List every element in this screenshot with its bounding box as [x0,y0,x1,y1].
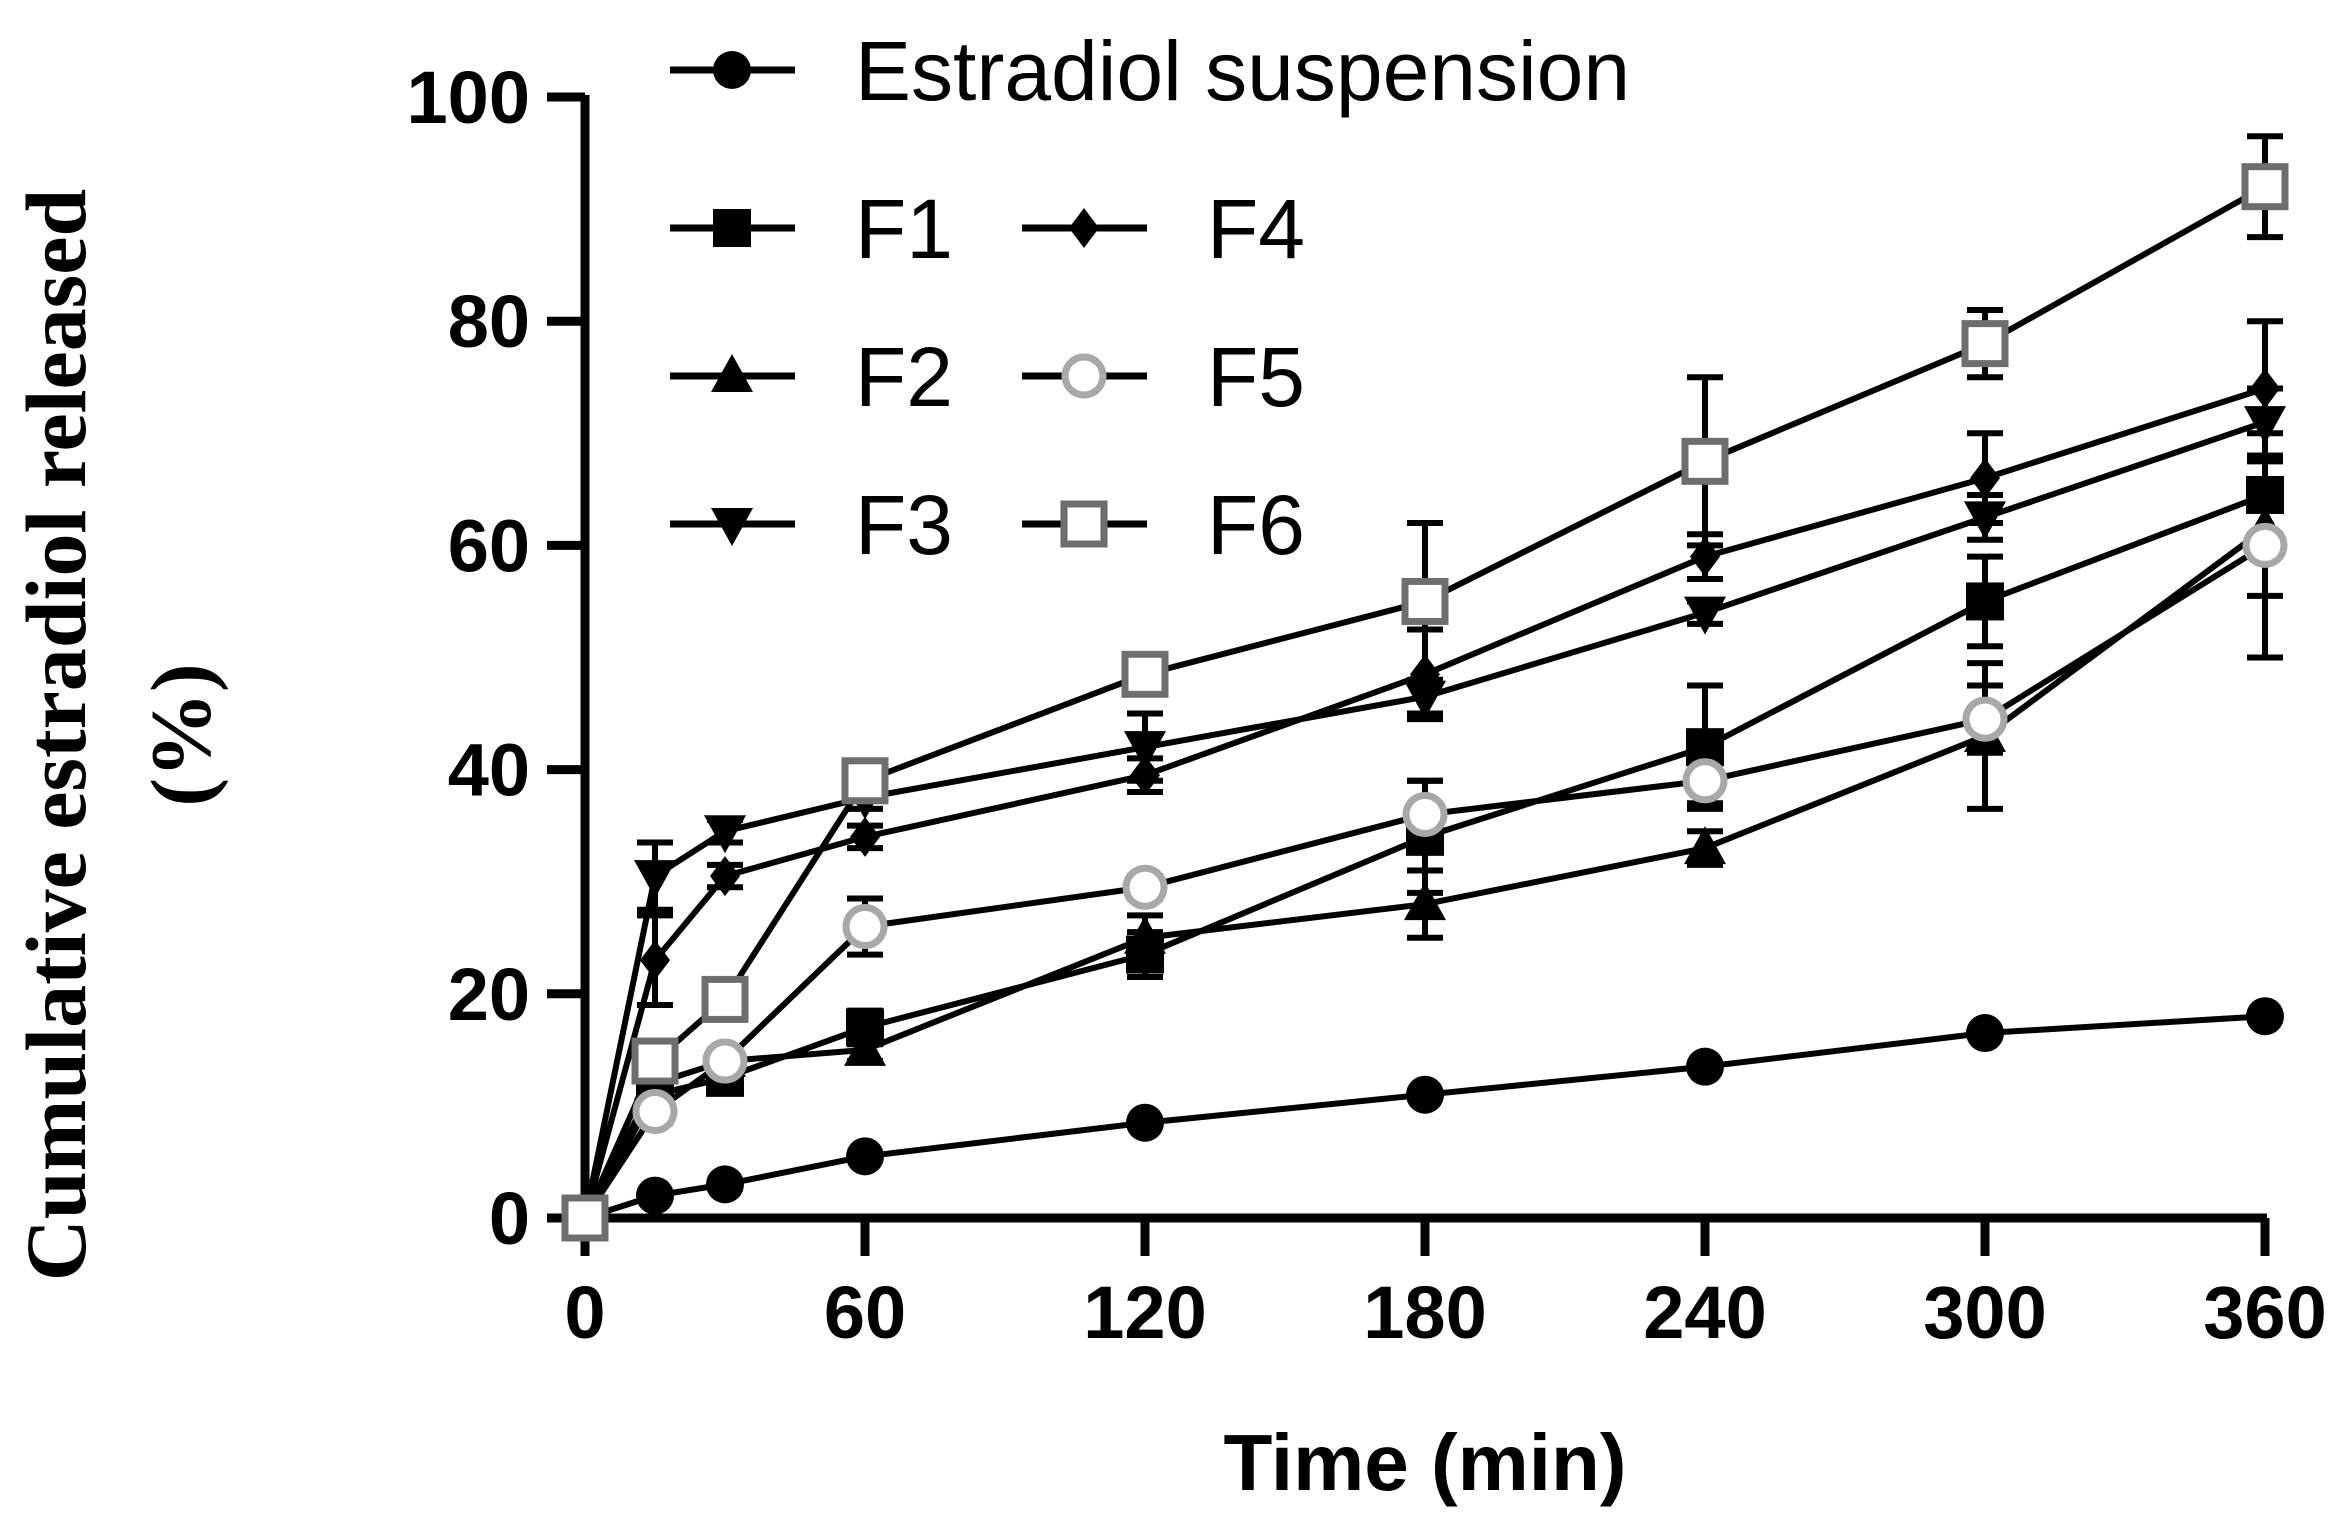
data-point-Estradiol suspension [1126,1103,1164,1142]
x-tick-label: 240 [1643,1271,1766,1354]
legend-marker-F4 [1069,208,1099,248]
legend-marker-F6 [1060,500,1108,548]
data-point-F6 [2241,163,2289,211]
data-point-Estradiol suspension [636,1176,674,1215]
data-point-F2 [844,1027,886,1066]
data-point-F4 [1130,755,1160,796]
y-tick-label: 60 [448,504,530,587]
data-point-F5 [1962,696,2008,742]
y-tick-label: 80 [448,280,530,363]
data-point-F6 [1121,650,1169,698]
y-tick-label: 20 [448,953,530,1036]
x-tick-label: 360 [2203,1271,2326,1354]
data-point-F4 [850,816,880,857]
data-point-F6 [1401,577,1449,625]
data-point-F3 [2244,406,2286,445]
data-point-Estradiol suspension [846,1137,884,1176]
data-point-F6 [1681,437,1729,485]
data-point-F6 [841,757,889,805]
data-point-F5 [1122,864,1168,910]
y-axis-title-line-2: (%) [133,663,229,806]
legend-label-F4: F4 [1207,182,1305,276]
data-point-F4 [2250,368,2280,409]
data-point-F6 [561,1194,609,1242]
axes: 0 20 40 60 80 100 0 60 120 180 240 300 360 [407,56,2327,1354]
data-point-F5 [702,1038,748,1084]
data-point-F4 [1970,458,2000,499]
y-tick-label: 100 [407,56,530,139]
data-markers [561,163,2289,1242]
legend-label-F2: F2 [855,330,953,424]
y-axis-title-line-1: Cumulative estradiol released [8,189,104,1281]
data-point-Estradiol suspension [2246,997,2284,1036]
x-tick-label: 0 [564,1271,605,1354]
data-point-Estradiol suspension [1406,1075,1444,1114]
data-point-F2 [1124,915,1166,954]
x-tick-label: 180 [1363,1271,1486,1354]
data-point-F4 [1410,654,1440,695]
legend-label-F3: F3 [855,478,953,572]
data-point-F3 [704,815,746,854]
legend-label-F6: F6 [1207,478,1305,572]
data-point-F3 [1124,731,1166,770]
data-point-F5 [1682,758,1728,804]
legend-marker-Estradiol suspension [713,51,751,89]
data-point-F3 [1404,680,1446,719]
data-point-Estradiol suspension [1686,1047,1724,1086]
data-point-F5 [1402,791,1448,837]
data-point-F4 [710,856,740,897]
data-point-F3 [1964,501,2006,540]
y-tick-label: 0 [489,1177,530,1260]
legend: Estradiol suspension F1 F2 F3 F4 F5 F6 [670,24,1630,572]
x-axis-title: Time (min) [1223,1418,1626,1507]
error-bars [637,133,2283,1126]
data-point-F6 [701,975,749,1023]
data-point-F1 [1966,582,2004,621]
legend-marker-F3 [711,508,753,546]
legend-marker-F2 [711,354,753,392]
data-point-Estradiol suspension [706,1165,744,1204]
x-tick-label: 120 [1083,1271,1206,1354]
legend-label-F1: F1 [855,182,953,276]
legend-label-F5: F5 [1207,330,1305,424]
y-axis-title: Cumulative estradiol released (%) [8,189,229,1281]
legend-label-Estradiol suspension: Estradiol suspension [855,24,1630,118]
data-point-F6 [1961,320,2009,368]
data-point-F2 [1404,882,1446,921]
data-point-F3 [1684,596,1726,635]
y-tick-label: 40 [448,729,530,812]
data-point-F6 [631,1037,679,1085]
series-line-Estradiol suspension [584,1013,2266,1221]
data-point-F4 [1690,536,1720,577]
x-tick-label: 60 [824,1271,906,1354]
data-point-F5 [632,1089,678,1135]
data-point-F5 [2242,522,2288,568]
data-point-F2 [1684,826,1726,865]
legend-marker-F5 [1061,353,1107,399]
x-tick-label: 300 [1923,1271,2046,1354]
data-point-Estradiol suspension [1966,1014,2004,1053]
data-point-F3 [634,860,676,899]
legend-marker-F1 [713,209,751,247]
data-point-F4 [640,940,670,981]
data-point-F5 [842,904,888,950]
